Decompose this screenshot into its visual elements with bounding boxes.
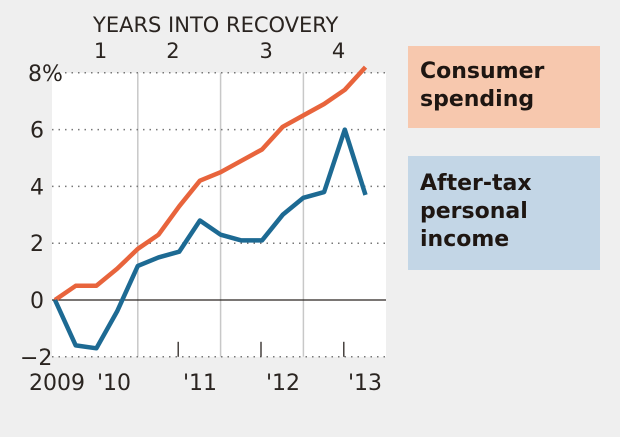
top-axis-tick-label: 2 <box>166 39 179 63</box>
series-line-after-tax-personal-income <box>52 127 368 351</box>
y-tick-label: 8% <box>28 62 63 87</box>
y-tick-label: 4 <box>30 175 44 200</box>
plot-area <box>52 72 386 357</box>
x-tick-label: '11 <box>183 371 217 396</box>
x-tick-label: '12 <box>266 371 300 396</box>
legend-consumer-spending: Consumer spending <box>408 46 600 128</box>
y-tick-label: 2 <box>30 232 44 257</box>
legend-after-tax-income: After-tax personal income <box>408 156 600 270</box>
x-tick-label: '10 <box>97 371 131 396</box>
y-tick-label: −2 <box>20 346 52 371</box>
x-tick-label: '13 <box>348 371 382 396</box>
top-axis-tick-label: 1 <box>94 39 107 63</box>
top-axis-title: YEARS INTO RECOVERY <box>92 13 339 37</box>
top-axis-tick-label: 4 <box>332 39 345 63</box>
series-line-consumer-spending <box>53 65 368 302</box>
x-tick-label: 2009 <box>29 371 85 396</box>
y-tick-label: 6 <box>30 119 44 144</box>
y-tick-label: 0 <box>30 289 44 314</box>
top-axis-tick-label: 3 <box>259 39 272 63</box>
